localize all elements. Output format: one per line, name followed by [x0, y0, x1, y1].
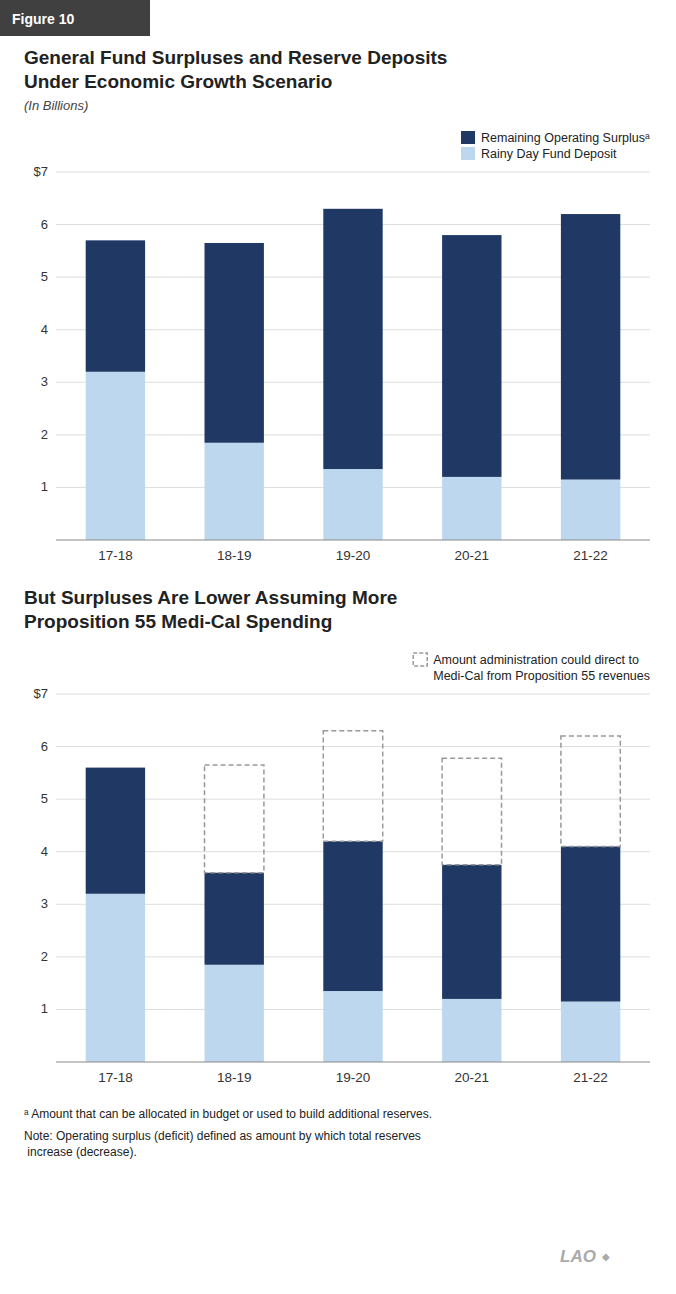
x-tick-label: 21-22: [573, 1070, 608, 1085]
x-tick-label: 17-18: [98, 1070, 133, 1085]
bar: [86, 372, 145, 540]
grid-line: [56, 694, 650, 695]
bar-outline: [323, 731, 382, 841]
legend-swatch: [461, 147, 475, 160]
legend-label: Remaining Operating Surplusᵃ: [481, 131, 650, 145]
chart-title: General Fund Surpluses and Reserve Depos…: [24, 47, 447, 92]
figure-label-box: [0, 0, 150, 36]
y-tick-label: 2: [41, 427, 48, 442]
chart: But Surpluses Are Lower Assuming MorePro…: [24, 587, 650, 1266]
grid-line: [56, 172, 650, 173]
bar: [323, 841, 382, 991]
figure: General Fund Surpluses and Reserve Depos…: [0, 0, 676, 1294]
y-tick-label: $7: [34, 164, 48, 179]
y-tick-label: 1: [41, 479, 48, 494]
bar-outline: [442, 758, 501, 865]
bar-outline: [205, 765, 264, 873]
y-tick-label: 6: [41, 217, 48, 232]
y-tick-label: 4: [41, 844, 48, 859]
bar: [561, 214, 620, 479]
x-tick-label: 20-21: [455, 1070, 490, 1085]
y-tick-label: 1: [41, 1001, 48, 1016]
logo-mark: ◆: [602, 1251, 610, 1262]
bar: [205, 965, 264, 1062]
x-axis-line: [56, 540, 650, 541]
bar: [86, 240, 145, 371]
x-tick-label: 18-19: [217, 548, 252, 563]
footnote: Note: Operating surplus (deficit) define…: [24, 1129, 421, 1159]
bar: [442, 865, 501, 999]
legend-item: Remaining Operating Surplusᵃ: [461, 131, 650, 145]
bar: [323, 469, 382, 540]
y-tick-label: 3: [41, 374, 48, 389]
bar-outline: [561, 736, 620, 846]
bar: [442, 999, 501, 1062]
bar: [205, 443, 264, 540]
legend: Remaining Operating Surplusᵃ Rainy Day Fu…: [461, 131, 650, 161]
bars: [86, 731, 621, 1062]
bar: [561, 1002, 620, 1062]
bar: [561, 846, 620, 1001]
legend: Amount administration could direct toMed…: [413, 653, 650, 683]
chart-title: But Surpluses Are Lower Assuming MorePro…: [24, 587, 397, 632]
logo: LAO: [560, 1247, 596, 1266]
bar: [323, 209, 382, 469]
legend-item: Amount administration could direct toMed…: [413, 653, 650, 683]
y-tick-label: 3: [41, 896, 48, 911]
y-tick-label: 5: [41, 791, 48, 806]
legend-label: Amount administration could direct toMed…: [433, 653, 650, 683]
bar: [86, 768, 145, 894]
x-axis-line: [56, 1062, 650, 1063]
bar: [442, 477, 501, 540]
x-tick-label: 17-18: [98, 548, 133, 563]
bars: [86, 209, 621, 540]
legend-swatch: [461, 131, 475, 144]
figure-label: Figure 10: [12, 11, 74, 27]
bar: [561, 480, 620, 540]
legend-item: Rainy Day Fund Deposit: [461, 147, 617, 161]
bar: [86, 894, 145, 1062]
x-tick-label: 18-19: [217, 1070, 252, 1085]
footnote: ᵃ Amount that can be allocated in budget…: [24, 1107, 432, 1121]
x-tick-label: 19-20: [336, 1070, 371, 1085]
y-tick-label: $7: [34, 686, 48, 701]
y-tick-label: 5: [41, 269, 48, 284]
chart: General Fund Surpluses and Reserve Depos…: [0, 0, 650, 563]
y-tick-label: 4: [41, 322, 48, 337]
background: [0, 0, 676, 1294]
x-tick-label: 21-22: [573, 548, 608, 563]
bar: [442, 235, 501, 477]
bar: [323, 991, 382, 1062]
y-tick-label: 6: [41, 739, 48, 754]
legend-label: Rainy Day Fund Deposit: [481, 147, 617, 161]
bar: [205, 873, 264, 965]
legend-swatch: [413, 653, 427, 666]
chart-subtitle: (In Billions): [24, 98, 88, 113]
x-tick-label: 20-21: [455, 548, 490, 563]
x-tick-label: 19-20: [336, 548, 371, 563]
y-tick-label: 2: [41, 949, 48, 964]
bar: [205, 243, 264, 443]
